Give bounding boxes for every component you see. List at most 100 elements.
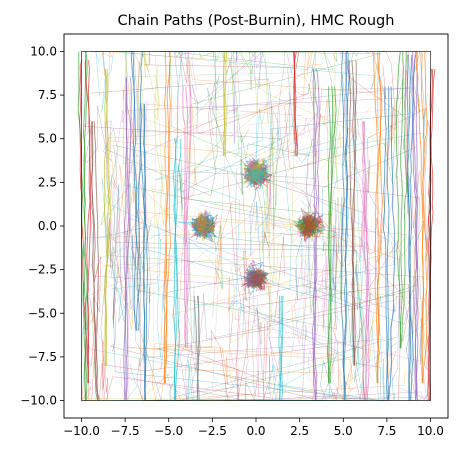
chain-vertical-path xyxy=(163,51,171,384)
x-tick-label: 5.0 xyxy=(334,424,353,438)
chain-vertical-path xyxy=(351,60,356,366)
chain-path-trace xyxy=(82,119,421,401)
chain-jump-line xyxy=(212,257,217,317)
mode-chain-path xyxy=(244,269,268,291)
y-tick-label: 5.0 xyxy=(38,132,57,146)
chain-vertical-path xyxy=(103,68,108,366)
chain-path-trace xyxy=(160,165,304,344)
domain-boundary-box xyxy=(81,51,431,401)
chain-path-trace xyxy=(119,101,148,402)
chain-path-trace xyxy=(100,221,271,402)
chain-path-trace xyxy=(156,290,413,402)
chain-jump-line xyxy=(133,177,294,351)
y-tick-label: 7.5 xyxy=(38,88,57,102)
chain-path-trace xyxy=(182,78,404,216)
chain-jump-line xyxy=(284,217,316,393)
mode-cluster xyxy=(293,204,326,243)
chain-path-trace xyxy=(281,68,348,290)
chain-path-trace xyxy=(182,179,241,401)
mode-cluster xyxy=(176,208,219,243)
chain-vertical-path xyxy=(348,60,356,366)
chain-path-trace xyxy=(129,218,397,401)
chain-vertical-path xyxy=(185,86,192,349)
chain-vertical-path xyxy=(222,51,225,157)
chain-path-trace xyxy=(144,51,309,134)
x-tick-label: −10.0 xyxy=(63,424,100,438)
chain-vertical-path xyxy=(406,54,412,401)
chain-vertical-path xyxy=(86,60,91,384)
chain-path-trace xyxy=(96,226,396,401)
chain-vertical-path xyxy=(196,295,200,401)
y-tick-label: 2.5 xyxy=(38,175,57,189)
x-tick-label: 0.0 xyxy=(246,424,265,438)
mode-cluster xyxy=(240,259,271,296)
chain-vertical-path xyxy=(164,51,171,384)
x-tick-label: −2.5 xyxy=(198,424,227,438)
chain-vertical-path xyxy=(224,51,228,157)
chain-path-trace xyxy=(103,127,120,299)
x-axis: −10.0 −7.5 −5.0 −2.5 0.0 2.5 5.0 7.5 10.0 xyxy=(63,418,444,438)
chain-vertical-path xyxy=(184,86,188,349)
chain-vertical-path xyxy=(132,51,139,331)
y-tick-label: −2.5 xyxy=(28,263,57,277)
chain-vertical-path xyxy=(137,51,143,331)
x-tick-label: −5.0 xyxy=(154,424,183,438)
chain-vertical-path xyxy=(93,121,99,401)
chain-path-trace xyxy=(207,87,246,340)
chain-vertical-path xyxy=(125,77,132,401)
chain-path-trace xyxy=(100,105,278,274)
chain-vertical-path xyxy=(411,51,419,401)
y-tick-label: 0.0 xyxy=(38,219,57,233)
chain-path-trace xyxy=(343,58,365,166)
chain-jump-line xyxy=(208,93,377,388)
chain-vertical-path xyxy=(421,51,425,384)
y-tick-label: −5.0 xyxy=(28,306,57,320)
chain-path-trace xyxy=(191,50,417,113)
chain-path-trace xyxy=(139,50,192,137)
y-tick-label: 10.0 xyxy=(30,44,57,58)
chain-path-trace xyxy=(102,131,429,364)
y-tick-label: −7.5 xyxy=(28,350,57,364)
chain-jump-line xyxy=(303,72,343,165)
chain-vertical-path xyxy=(280,295,283,401)
chain-vertical-path xyxy=(173,138,182,401)
chain-vertical-path xyxy=(376,51,383,384)
chart-title: Chain Paths (Post-Burnin), HMC Rough xyxy=(118,13,395,29)
chain-path-trace xyxy=(169,51,346,195)
chain-vertical-path xyxy=(396,51,402,349)
chain-path-trace xyxy=(125,109,394,401)
chain-vertical-path xyxy=(293,51,297,157)
chain-path-trace xyxy=(109,51,426,310)
x-tick-label: 10.0 xyxy=(417,424,444,438)
chain-path-trace xyxy=(174,51,194,144)
chain-vertical-path xyxy=(415,51,425,384)
chain-path-trace xyxy=(322,146,417,302)
chain-vertical-path xyxy=(193,295,200,401)
chain-jump-line xyxy=(138,103,302,116)
chain-vertical-path xyxy=(428,68,436,401)
chain-path-trace xyxy=(158,50,382,169)
chain-jump-line xyxy=(235,175,304,239)
chain-vertical-path xyxy=(422,51,428,384)
chain-vertical-path xyxy=(399,51,404,349)
chain-path-trace xyxy=(99,243,339,401)
chain-vertical-path xyxy=(343,51,350,401)
chain-vertical-path xyxy=(340,51,345,401)
mode-cluster xyxy=(239,156,273,191)
chain-vertical-path xyxy=(385,86,390,401)
chain-vertical-path xyxy=(279,295,285,401)
chain-path-trace xyxy=(131,196,343,330)
mode-chain-path xyxy=(299,204,326,242)
chain-vertical-path xyxy=(376,51,383,384)
chain-path-trace xyxy=(160,237,408,371)
chain-path-trace xyxy=(152,65,164,229)
chain-jump-line xyxy=(152,85,157,392)
chain-vertical-path xyxy=(104,68,111,366)
chain-vertical-path xyxy=(313,68,318,401)
y-tick-label: −10.0 xyxy=(20,394,57,408)
y-axis: −10.0 −7.5 −5.0 −2.5 0.0 2.5 5.0 7.5 10.0 xyxy=(20,44,64,408)
chain-jump-line xyxy=(149,66,404,381)
chain-vertical-path xyxy=(351,60,357,366)
